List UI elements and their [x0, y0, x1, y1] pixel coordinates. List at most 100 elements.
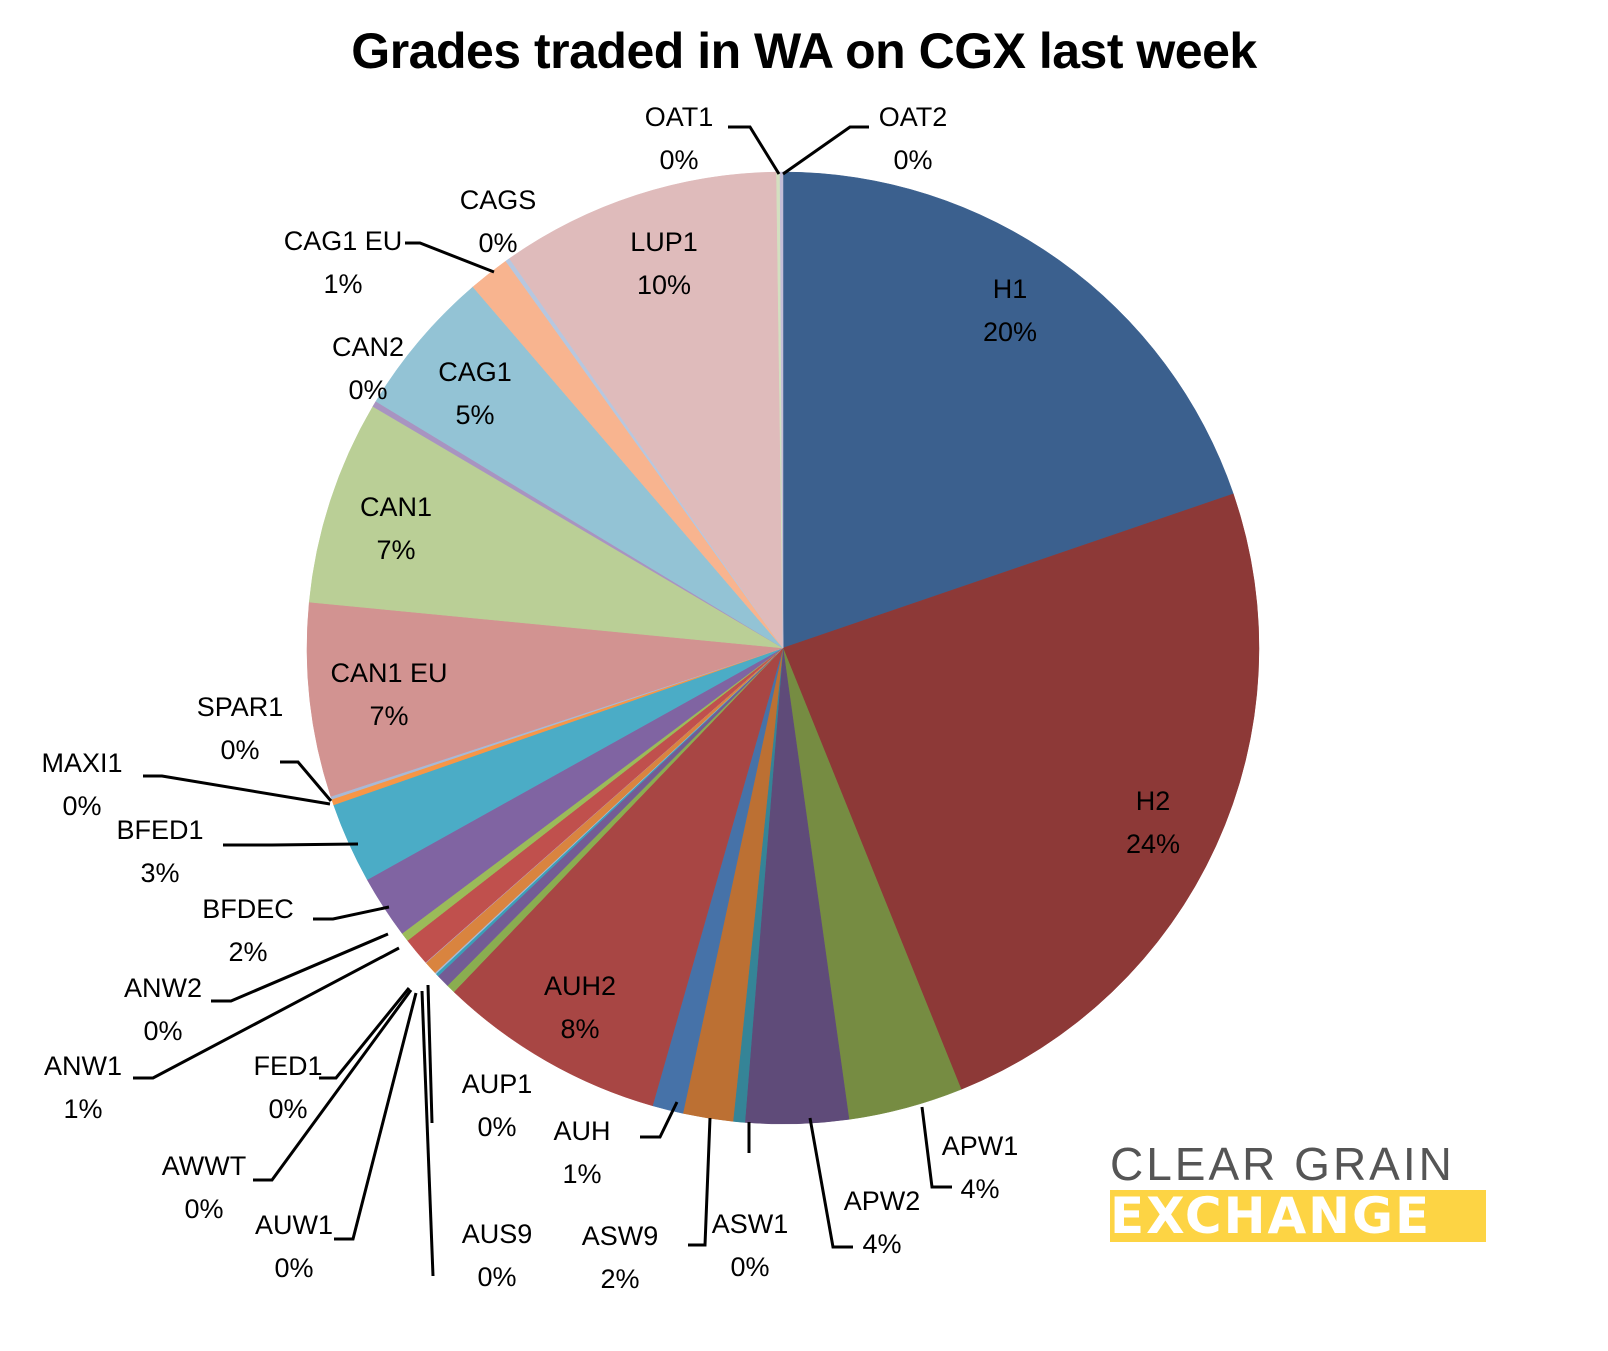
data-label-cag1-eu: CAG1 EU 1% — [284, 226, 403, 299]
label-percent: 3% — [140, 858, 179, 888]
label-name: CAG1 EU — [284, 226, 403, 256]
pie-slice-cag1 — [375, 286, 784, 649]
label-name: AUH2 — [544, 971, 616, 1001]
label-percent: 0% — [184, 1194, 223, 1224]
leader-line-spar1 — [280, 760, 333, 802]
label-name: CAN1 — [360, 492, 432, 522]
label-name: CAGS — [460, 185, 537, 215]
leader-line-bfed1 — [223, 842, 359, 847]
label-name: H1 — [993, 274, 1028, 304]
label-name: AUS9 — [462, 1219, 533, 1249]
pie-slice-auh2 — [453, 647, 784, 1107]
label-name: CAN2 — [332, 332, 404, 362]
label-name: OAT2 — [879, 102, 948, 132]
label-name: FED1 — [253, 1051, 322, 1081]
data-label-asw1: ASW1 0% — [712, 1209, 789, 1282]
leader-line-anw1 — [133, 946, 400, 1080]
label-percent: 0% — [893, 145, 932, 175]
logo-line1: CLEAR GRAIN — [1110, 1138, 1455, 1190]
leader-line-auh — [640, 1101, 679, 1139]
label-percent: 4% — [862, 1229, 901, 1259]
data-label-can1-eu: CAN1 EU 7% — [330, 658, 447, 731]
leader-line-auw1 — [334, 992, 418, 1241]
leader-line-bfdec — [313, 905, 390, 921]
data-label-bfdec: BFDEC 2% — [202, 894, 294, 967]
label-percent: 5% — [455, 400, 494, 430]
label-percent: 0% — [220, 735, 259, 765]
data-label-fed1: FED1 0% — [253, 1051, 322, 1124]
leader-line-fed1 — [319, 987, 411, 1080]
label-name: AUH — [553, 1116, 610, 1146]
label-name: SPAR1 — [197, 692, 284, 722]
data-label-can1: CAN1 7% — [360, 492, 432, 565]
label-percent: 24% — [1126, 829, 1180, 859]
label-name: ANW1 — [44, 1051, 122, 1081]
label-name: CAG1 — [438, 357, 512, 387]
label-percent: 0% — [143, 1016, 182, 1046]
label-percent: 0% — [659, 145, 698, 175]
data-label-bfed1: BFED1 3% — [116, 815, 203, 888]
data-label-asw9: ASW9 2% — [582, 1221, 659, 1294]
data-label-awwt: AWWT 0% — [162, 1151, 246, 1224]
label-name: AWWT — [162, 1151, 246, 1181]
data-label-aus9: AUS9 0% — [462, 1219, 533, 1292]
data-label-auh: AUH 1% — [553, 1116, 610, 1189]
data-label-aup1: AUP1 0% — [462, 1069, 533, 1142]
label-percent: 1% — [323, 269, 362, 299]
label-percent: 0% — [730, 1252, 769, 1282]
pie-slice-can1-eu — [306, 601, 784, 797]
data-label-apw2: APW2 4% — [844, 1186, 921, 1259]
clear-grain-exchange-logo: CLEAR GRAIN EXCHANGE — [1110, 1140, 1490, 1242]
data-label-can2: CAN2 0% — [332, 332, 404, 405]
data-label-spar1: SPAR1 0% — [197, 692, 284, 765]
leader-line-apw1 — [920, 1106, 952, 1189]
slice-labels: H120%H224%APW14%APW24%ASW10%ASW92%AUH1%A… — [41, 102, 1180, 1294]
leader-line-anw2 — [211, 932, 389, 1003]
label-percent: 0% — [478, 228, 517, 258]
label-percent: 1% — [562, 1159, 601, 1189]
leader-line-aup1 — [426, 984, 434, 1124]
label-percent: 7% — [376, 535, 415, 565]
label-name: LUP1 — [630, 227, 698, 257]
label-name: AUP1 — [462, 1069, 533, 1099]
leader-lines — [133, 125, 952, 1277]
label-percent: 7% — [369, 701, 408, 731]
leader-line-asw9 — [688, 1117, 712, 1247]
label-percent: 2% — [600, 1264, 639, 1294]
label-percent: 8% — [560, 1014, 599, 1044]
label-name: ASW1 — [712, 1209, 789, 1239]
label-name: MAXI1 — [41, 748, 122, 778]
data-label-lup1: LUP1 10% — [630, 227, 698, 300]
label-percent: 0% — [268, 1094, 307, 1124]
label-name: APW2 — [844, 1186, 921, 1216]
pie-slice-lup1 — [509, 171, 784, 649]
leader-line-awwt — [253, 989, 413, 1182]
label-percent: 0% — [477, 1262, 516, 1292]
label-name: CAN1 EU — [330, 658, 447, 688]
leader-line-aus9 — [420, 990, 435, 1277]
leader-line-cag1-eu — [405, 241, 495, 274]
label-percent: 4% — [960, 1174, 999, 1204]
label-name: H2 — [1136, 786, 1171, 816]
data-label-anw1: ANW1 1% — [44, 1051, 122, 1124]
label-percent: 2% — [228, 937, 267, 967]
label-name: OAT1 — [645, 102, 714, 132]
leader-line-oat2 — [782, 125, 869, 176]
label-percent: 10% — [637, 270, 691, 300]
data-label-cag1: CAG1 5% — [438, 357, 512, 430]
data-label-oat2: OAT2 0% — [879, 102, 948, 175]
label-name: ASW9 — [582, 1221, 659, 1251]
pie-slice-oat2 — [779, 171, 784, 649]
pie-slice-h1 — [782, 171, 1234, 649]
data-label-cags: CAGS 0% — [460, 185, 537, 258]
data-label-maxi1: MAXI1 0% — [41, 748, 122, 821]
label-percent: 0% — [62, 791, 101, 821]
logo-line2: EXCHANGE — [1110, 1190, 1486, 1242]
chart-title: Grades traded in WA on CGX last week — [351, 23, 1257, 79]
label-name: AUW1 — [255, 1210, 333, 1240]
label-percent: 20% — [983, 317, 1037, 347]
label-name: APW1 — [942, 1131, 1019, 1161]
label-name: ANW2 — [124, 973, 202, 1003]
pie-slice-h2 — [782, 493, 1260, 1090]
